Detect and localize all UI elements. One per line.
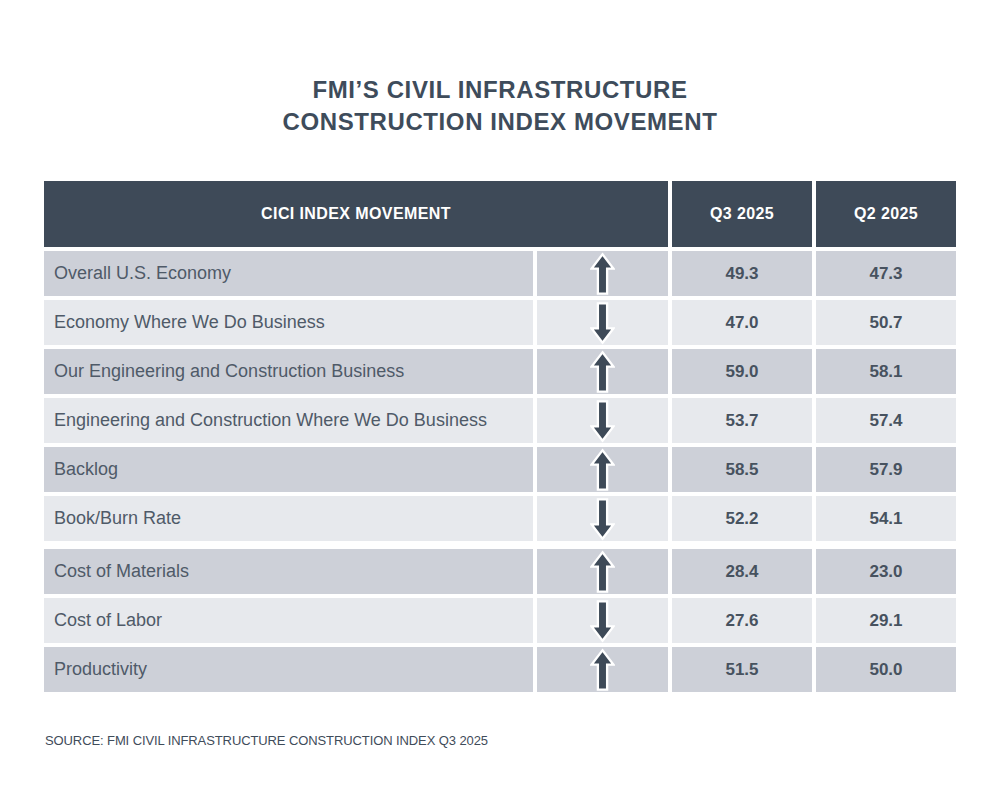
row-label: Engineering and Construction Where We Do… — [44, 398, 533, 443]
trend-arrow-cell — [537, 300, 668, 345]
q3-value: 53.7 — [672, 398, 812, 443]
trend-arrow-cell — [537, 647, 668, 692]
up-arrow-icon — [590, 550, 615, 594]
table-row-our-engineering-and-construction-business: Our Engineering and Construction Busines… — [44, 349, 956, 394]
table-row-cost-of-labor: Cost of Labor 27.6 29.1 — [44, 598, 956, 643]
trend-arrow-cell — [537, 598, 668, 643]
q3-value: 27.6 — [672, 598, 812, 643]
table-row-engineering-and-construction-where-we-do-business: Engineering and Construction Where We Do… — [44, 398, 956, 443]
table-row-overall-us-economy: Overall U.S. Economy 49.3 47.3 — [44, 251, 956, 296]
row-label: Productivity — [44, 647, 533, 692]
q3-value: 52.2 — [672, 496, 812, 541]
column-header-q3-2025: Q3 2025 — [672, 181, 812, 247]
q2-value: 23.0 — [816, 549, 956, 594]
title-line-1: FMI’S CIVIL INFRASTRUCTURE — [312, 76, 687, 103]
table-row-productivity: Productivity 51.5 50.0 — [44, 647, 956, 692]
q2-value: 54.1 — [816, 496, 956, 541]
up-arrow-icon — [590, 648, 615, 692]
up-arrow-icon — [590, 252, 615, 296]
q2-value: 29.1 — [816, 598, 956, 643]
q2-value: 47.3 — [816, 251, 956, 296]
up-arrow-icon — [590, 448, 615, 492]
down-arrow-icon — [590, 497, 615, 541]
trend-arrow-cell — [537, 398, 668, 443]
column-header-q2-2025: Q2 2025 — [816, 181, 956, 247]
title-line-2: CONSTRUCTION INDEX MOVEMENT — [283, 108, 718, 135]
table-row-book-burn-rate: Book/Burn Rate 52.2 54.1 — [44, 496, 956, 541]
down-arrow-icon — [590, 399, 615, 443]
q3-value: 51.5 — [672, 647, 812, 692]
row-label: Book/Burn Rate — [44, 496, 533, 541]
trend-arrow-cell — [537, 447, 668, 492]
down-arrow-icon — [590, 599, 615, 643]
source-note: SOURCE: FMI CIVIL INFRASTRUCTURE CONSTRU… — [45, 733, 488, 748]
q2-value: 50.7 — [816, 300, 956, 345]
row-label: Overall U.S. Economy — [44, 251, 533, 296]
column-header-index: CICI INDEX MOVEMENT — [44, 181, 668, 247]
q2-value: 57.9 — [816, 447, 956, 492]
trend-arrow-cell — [537, 349, 668, 394]
q3-value: 28.4 — [672, 549, 812, 594]
row-label: Backlog — [44, 447, 533, 492]
q3-value: 58.5 — [672, 447, 812, 492]
q3-value: 47.0 — [672, 300, 812, 345]
table-row-cost-of-materials: Cost of Materials 28.4 23.0 — [44, 549, 956, 594]
table-row-economy-where-we-do-business: Economy Where We Do Business 47.0 50.7 — [44, 300, 956, 345]
row-label: Cost of Materials — [44, 549, 533, 594]
table-header-row: CICI INDEX MOVEMENT Q3 2025 Q2 2025 — [44, 181, 956, 247]
down-arrow-icon — [590, 301, 615, 345]
page: FMI’S CIVIL INFRASTRUCTURE CONSTRUCTION I… — [0, 0, 1000, 802]
table-row-backlog: Backlog 58.5 57.9 — [44, 447, 956, 492]
q3-value: 59.0 — [672, 349, 812, 394]
row-label: Our Engineering and Construction Busines… — [44, 349, 533, 394]
page-title: FMI’S CIVIL INFRASTRUCTURE CONSTRUCTION I… — [0, 74, 1000, 138]
cici-index-table: CICI INDEX MOVEMENT Q3 2025 Q2 2025 Over… — [44, 181, 956, 696]
row-label: Cost of Labor — [44, 598, 533, 643]
q2-value: 58.1 — [816, 349, 956, 394]
trend-arrow-cell — [537, 496, 668, 541]
trend-arrow-cell — [537, 549, 668, 594]
up-arrow-icon — [590, 350, 615, 394]
trend-arrow-cell — [537, 251, 668, 296]
q2-value: 57.4 — [816, 398, 956, 443]
row-label: Economy Where We Do Business — [44, 300, 533, 345]
q3-value: 49.3 — [672, 251, 812, 296]
q2-value: 50.0 — [816, 647, 956, 692]
